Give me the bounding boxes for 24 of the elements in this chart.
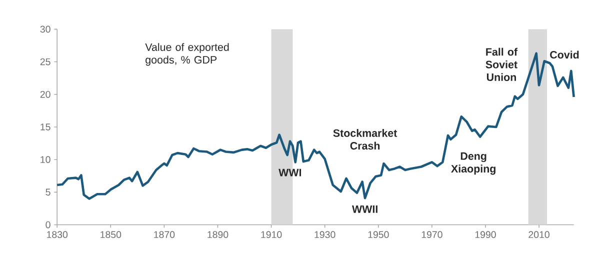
- annotation: Fall of Soviet Union: [486, 48, 518, 82]
- y-tick-label: 25: [40, 58, 50, 66]
- annotation: Deng Xiaoping: [451, 152, 496, 175]
- x-tick-label: 1970: [422, 231, 442, 238]
- x-tick-label: 1950: [368, 231, 389, 238]
- x-tick-label: 1850: [100, 231, 122, 238]
- x-tick-label: 1910: [261, 231, 282, 238]
- x-tick-label: 1870: [154, 231, 175, 238]
- annotation: Stockmarket Crash: [333, 129, 398, 150]
- y-tick-label: 10: [40, 156, 50, 164]
- y-tick-label: 5: [46, 188, 50, 196]
- x-tick-label: 1890: [208, 231, 228, 238]
- annotation: Value of exported goods, % GDP: [145, 43, 229, 66]
- annotation: WWII: [352, 206, 378, 213]
- x-tick-label: 1990: [475, 231, 496, 238]
- x-tick-label: 1930: [314, 231, 336, 238]
- y-tick-label: 15: [40, 124, 50, 130]
- y-tick-label: 0: [46, 221, 50, 228]
- x-tick-label: 2010: [528, 231, 550, 238]
- annotation: Covid: [550, 50, 579, 59]
- annotation: WWI: [278, 168, 302, 176]
- y-tick-label: 20: [40, 91, 50, 98]
- x-tick-label: 1830: [47, 231, 68, 238]
- y-tick-label: 30: [40, 26, 50, 33]
